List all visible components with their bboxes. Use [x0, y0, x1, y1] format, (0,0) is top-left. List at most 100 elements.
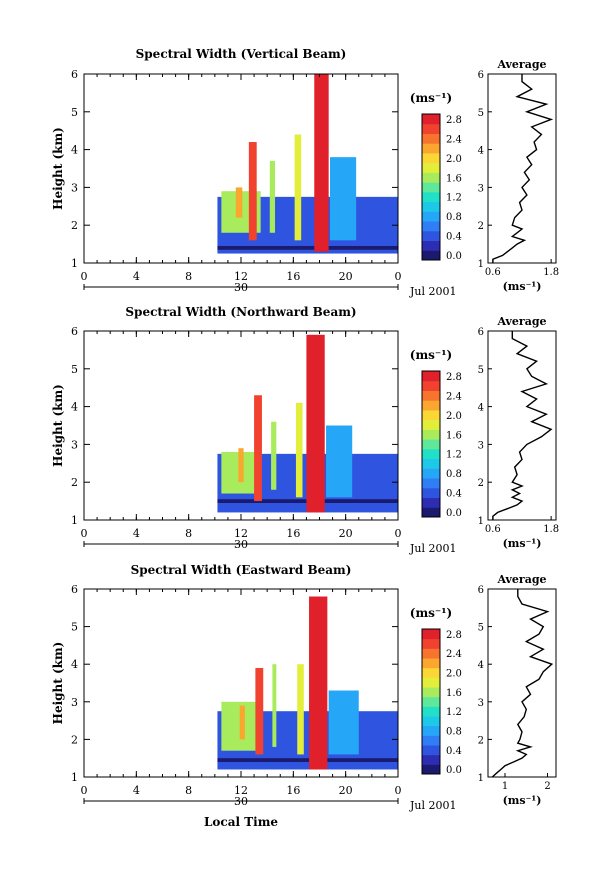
colorbar-frame [421, 113, 441, 261]
y-tick-label: 4 [71, 144, 78, 157]
average-profile-line [492, 331, 553, 520]
colorbar-tick-label: 2.8 [446, 372, 462, 383]
average-y-tick-label: 6 [478, 70, 484, 81]
x-tick-label: 4 [133, 270, 140, 283]
average-title: Average [496, 58, 546, 71]
colorbar-segment [422, 191, 440, 203]
colorbar-segment [422, 114, 440, 125]
colorbar-tick-label: 1.6 [446, 688, 462, 699]
average-y-tick-label: 3 [478, 183, 484, 194]
average-x-tick-label: 0.6 [485, 267, 501, 278]
x-tick-label: 8 [185, 270, 192, 283]
spectral-width-panel: Spectral Width (Eastward Beam)0 4 8 12 16 20 0… [51, 563, 557, 812]
x-tick-label: 0 [81, 527, 88, 540]
colorbar-segment [422, 677, 440, 688]
y-tick-label: 4 [71, 658, 78, 671]
x-tick-label: 4 [133, 527, 140, 540]
x-tick-label: 0 [395, 527, 402, 540]
y-tick-label: 1 [71, 514, 78, 527]
average-x-tick-label: 1.8 [543, 267, 559, 278]
colorbar-segment [422, 696, 440, 707]
colorbar-segment [422, 667, 440, 678]
colorbar-tick-label: 2.0 [446, 669, 462, 680]
colorbar-tick-label: 1.2 [446, 707, 462, 718]
colorbar-segment [422, 658, 440, 669]
colorbar-unit: (ms⁻¹) [410, 91, 452, 105]
colorbar-segment [422, 725, 440, 736]
heatmap-cell [239, 705, 245, 740]
y-tick-label: 6 [71, 325, 78, 338]
colorbar-tick-label: 0.0 [446, 251, 462, 262]
date-month-label: Jul 2001 [409, 799, 457, 812]
colorbar-tick-label: 0.4 [446, 746, 462, 757]
x-tick-label: 20 [339, 270, 353, 283]
colorbar-tick-label: 0.0 [446, 508, 462, 519]
heatmap-cell [329, 157, 357, 241]
colorbar-frame [421, 370, 441, 518]
x-tick-label: 0 [395, 270, 402, 283]
panel-title: Spectral Width (Northward Beam) [125, 305, 356, 319]
colorbar-tick-label: 0.8 [446, 727, 462, 738]
colorbar-segment [422, 487, 440, 499]
colorbar-segment [422, 764, 440, 775]
panel-title: Spectral Width (Eastward Beam) [131, 563, 352, 577]
y-tick-label: 2 [71, 219, 78, 232]
spectral-width-panel: Spectral Width (Vertical Beam)0 4 8 12 16 20 0… [51, 47, 559, 298]
colorbar-segment [422, 629, 440, 640]
colorbar-segment [422, 716, 440, 727]
colorbar-tick-label: 2.0 [446, 154, 462, 165]
colorbar-tick-label: 1.2 [446, 193, 462, 204]
average-frame [487, 588, 557, 778]
colorbar-tick-label: 2.4 [446, 134, 462, 145]
colorbar-segment [422, 409, 440, 421]
average-frame [487, 73, 557, 264]
colorbar-segment [422, 648, 440, 659]
colorbar-segment [422, 439, 440, 450]
average-y-tick-label: 5 [478, 108, 484, 119]
colorbar-segment [422, 172, 440, 183]
x-tick-label: 16 [286, 270, 300, 283]
y-axis-label: Height (km) [51, 127, 65, 210]
y-tick-label: 6 [71, 583, 78, 596]
x-tick-label: 8 [185, 784, 192, 797]
average-y-tick-label: 1 [478, 773, 484, 784]
y-tick-label: 1 [71, 771, 78, 784]
date-label: 30 [234, 538, 248, 551]
heatmap-cell [297, 664, 304, 755]
colorbar-segment [422, 468, 440, 479]
date-month-label: Jul 2001 [409, 285, 457, 298]
y-tick-label: 5 [71, 106, 78, 119]
x-tick-label: 20 [339, 527, 353, 540]
colorbar-segment [422, 390, 440, 401]
average-y-tick-label: 2 [478, 735, 484, 746]
colorbar-tick-label: 2.4 [446, 649, 462, 660]
colorbar-tick-label: 1.2 [446, 450, 462, 461]
colorbar-segment [422, 507, 440, 518]
colorbar-segment [422, 754, 440, 765]
colorbar-segment [422, 152, 440, 164]
x-tick-label: 4 [133, 784, 140, 797]
colorbar-tick-label: 2.4 [446, 391, 462, 402]
heatmap-cell [255, 667, 264, 755]
average-y-tick-label: 4 [478, 403, 484, 414]
average-y-tick-label: 4 [478, 146, 484, 157]
average-y-tick-label: 3 [478, 440, 484, 451]
colorbar-segment [422, 638, 440, 649]
colorbar-segment [422, 211, 440, 222]
average-y-tick-label: 2 [478, 478, 484, 489]
spectral-width-panel: Spectral Width (Northward Beam)0 4 8 12 16 20… [51, 305, 559, 555]
x-axis-label: Local Time [204, 815, 278, 829]
x-tick-label: 0 [81, 784, 88, 797]
x-tick-label: 12 [234, 270, 248, 283]
colorbar-segment [422, 687, 440, 698]
colorbar-tick-label: 0.0 [446, 765, 462, 776]
colorbar-segment [422, 458, 440, 469]
heatmap-cell [295, 402, 303, 498]
average-y-tick-label: 4 [478, 660, 484, 671]
heatmap-cell [306, 334, 325, 513]
y-tick-label: 3 [71, 181, 78, 194]
x-tick-label: 12 [234, 527, 248, 540]
colorbar-segment [422, 240, 440, 251]
heatmap-cell [235, 187, 243, 218]
colorbar-segment [422, 250, 440, 261]
